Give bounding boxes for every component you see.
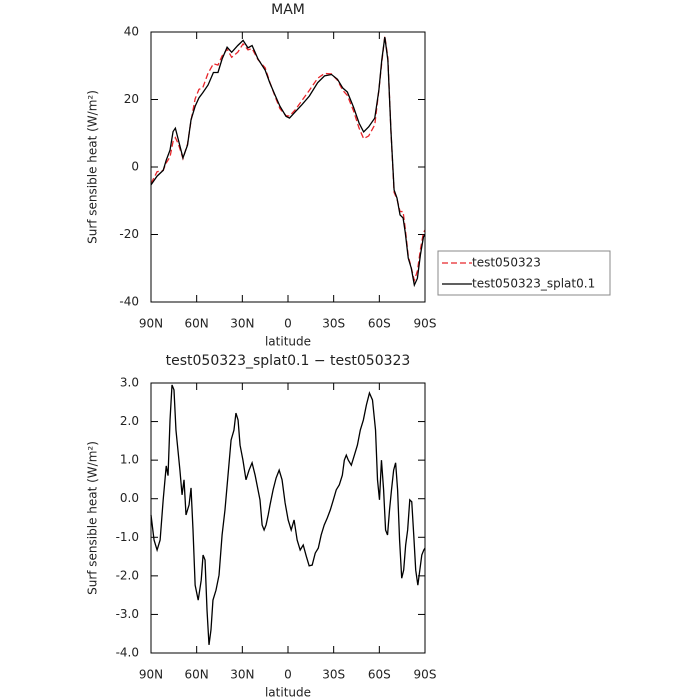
y-tick-label: -2.0 — [116, 568, 139, 582]
x-tick-label: 90S — [414, 668, 437, 682]
data-line — [150, 384, 426, 645]
y-axis-label: Surf sensible heat (W/m²) — [86, 441, 100, 595]
x-tick-label: 60N — [185, 317, 209, 331]
y-tick-label: 2.0 — [120, 414, 139, 428]
x-tick-label: 90N — [139, 317, 163, 331]
y-tick-label: -40 — [119, 295, 139, 309]
data-line — [150, 35, 426, 283]
y-tick-label: 40 — [124, 25, 139, 39]
x-tick-label: 60S — [368, 668, 391, 682]
x-tick-label: 0 — [284, 668, 292, 682]
y-tick-label: 20 — [124, 92, 139, 106]
x-tick-label: 30N — [230, 668, 254, 682]
legend-box — [437, 250, 611, 296]
legend-label: test050323_splat0.1 — [472, 277, 595, 291]
x-tick-label: 90S — [414, 317, 437, 331]
y-axis-label: Surf sensible heat (W/m²) — [86, 90, 100, 244]
chart-title: test050323_splat0.1 − test050323 — [166, 353, 411, 369]
data-line — [150, 36, 426, 288]
x-tick-label: 60S — [368, 317, 391, 331]
x-tick-label: 30S — [322, 317, 345, 331]
x-tick-label: 0 — [284, 317, 292, 331]
legend-label: test050323 — [472, 256, 541, 270]
x-axis-label: latitude — [265, 686, 311, 700]
y-tick-label: -3.0 — [116, 607, 139, 621]
chart-title: MAM — [271, 2, 305, 18]
plot-frame — [150, 382, 426, 654]
x-tick-label: 30N — [230, 317, 254, 331]
y-tick-label: -4.0 — [116, 646, 139, 660]
x-axis-label: latitude — [265, 335, 311, 349]
legend: test050323 test050323_splat0.1 — [437, 250, 611, 296]
y-tick-label: 1.0 — [120, 453, 139, 467]
plot-frame — [150, 31, 426, 303]
x-tick-label: 60N — [185, 668, 209, 682]
y-tick-label: 3.0 — [120, 376, 139, 390]
x-tick-label: 90N — [139, 668, 163, 682]
y-tick-label: 0 — [131, 160, 139, 174]
x-tick-label: 30S — [322, 668, 345, 682]
y-tick-label: -20 — [119, 227, 139, 241]
y-tick-label: 0.0 — [120, 491, 139, 505]
y-tick-label: -1.0 — [116, 530, 139, 544]
